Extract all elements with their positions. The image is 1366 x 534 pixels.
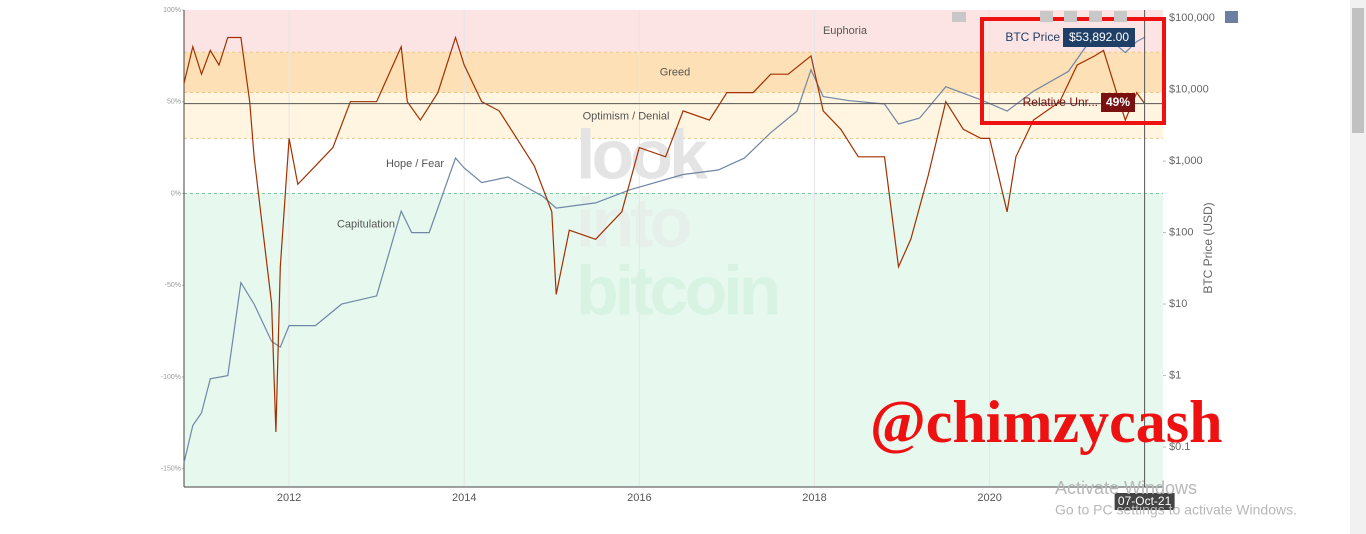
hover-name: BTC Price [1005, 30, 1060, 44]
watermark: look [576, 115, 708, 193]
y2-tick-label: $100 [1169, 226, 1193, 238]
y-tick-label: -150% [161, 465, 181, 472]
zone-band [184, 193, 1163, 487]
x-tick-label: 2012 [277, 492, 301, 504]
y2-tick-label: $0.1 [1169, 441, 1190, 453]
camera-icon[interactable] [952, 12, 966, 22]
x-tick-label: 2020 [977, 492, 1001, 504]
hover-value: 49% [1106, 95, 1130, 109]
y2-axis-title: BTC Price (USD) [1201, 202, 1215, 293]
hover-value: $53,892.00 [1069, 30, 1129, 44]
handle-overlay: @chimzycash [870, 389, 1222, 455]
y-tick-label: 100% [163, 7, 181, 14]
zone-label: Hope / Fear [386, 158, 444, 170]
y2-tick-label: $1 [1169, 369, 1181, 381]
zone-label: Greed [660, 66, 691, 78]
os-watermark: Activate Windows [1055, 478, 1197, 498]
y-tick-label: -100% [161, 374, 181, 381]
toolbar-icon[interactable] [1040, 11, 1053, 22]
watermark: into [576, 183, 691, 261]
toolbar-icon[interactable] [1064, 11, 1077, 22]
hover-name: Relative Unr... [1023, 95, 1098, 109]
hover-box [1101, 93, 1135, 112]
toolbar-icon[interactable] [1089, 11, 1102, 22]
plotly-logo[interactable] [1225, 11, 1238, 23]
scrollbar[interactable] [1350, 0, 1366, 534]
zone-band [184, 52, 1163, 93]
y-tick-label: 50% [167, 99, 181, 106]
os-watermark: Go to PC settings to activate Windows. [1055, 502, 1297, 518]
series-line [183, 33, 1145, 464]
cursor-label: 07-Oct-21 [1118, 494, 1172, 508]
toolbar [952, 11, 1238, 23]
y-tick-label: -50% [165, 282, 181, 289]
hover-box [1063, 28, 1135, 47]
y2-tick-label: $1,000 [1169, 155, 1203, 167]
zone-label: Capitulation [337, 219, 395, 231]
zone-label: Optimism / Denial [583, 110, 670, 122]
series-line [183, 35, 1146, 433]
scrollbar-thumb[interactable] [1352, 8, 1364, 133]
cursor-label-box [1114, 493, 1175, 510]
toolbar-icon[interactable] [1114, 11, 1127, 22]
zone-label: Euphoria [823, 25, 868, 37]
zone-band [184, 138, 1163, 194]
x-tick-label: 2014 [452, 492, 476, 504]
watermark: bitcoin [576, 251, 778, 329]
x-tick-label: 2018 [802, 492, 826, 504]
y2-tick-label: $10 [1169, 298, 1187, 310]
y2-tick-label: $100,000 [1169, 12, 1215, 24]
y-tick-label: 0% [171, 190, 181, 197]
y2-tick-label: $10,000 [1169, 84, 1209, 96]
x-tick-label: 2016 [627, 492, 651, 504]
zone-band [184, 92, 1163, 139]
